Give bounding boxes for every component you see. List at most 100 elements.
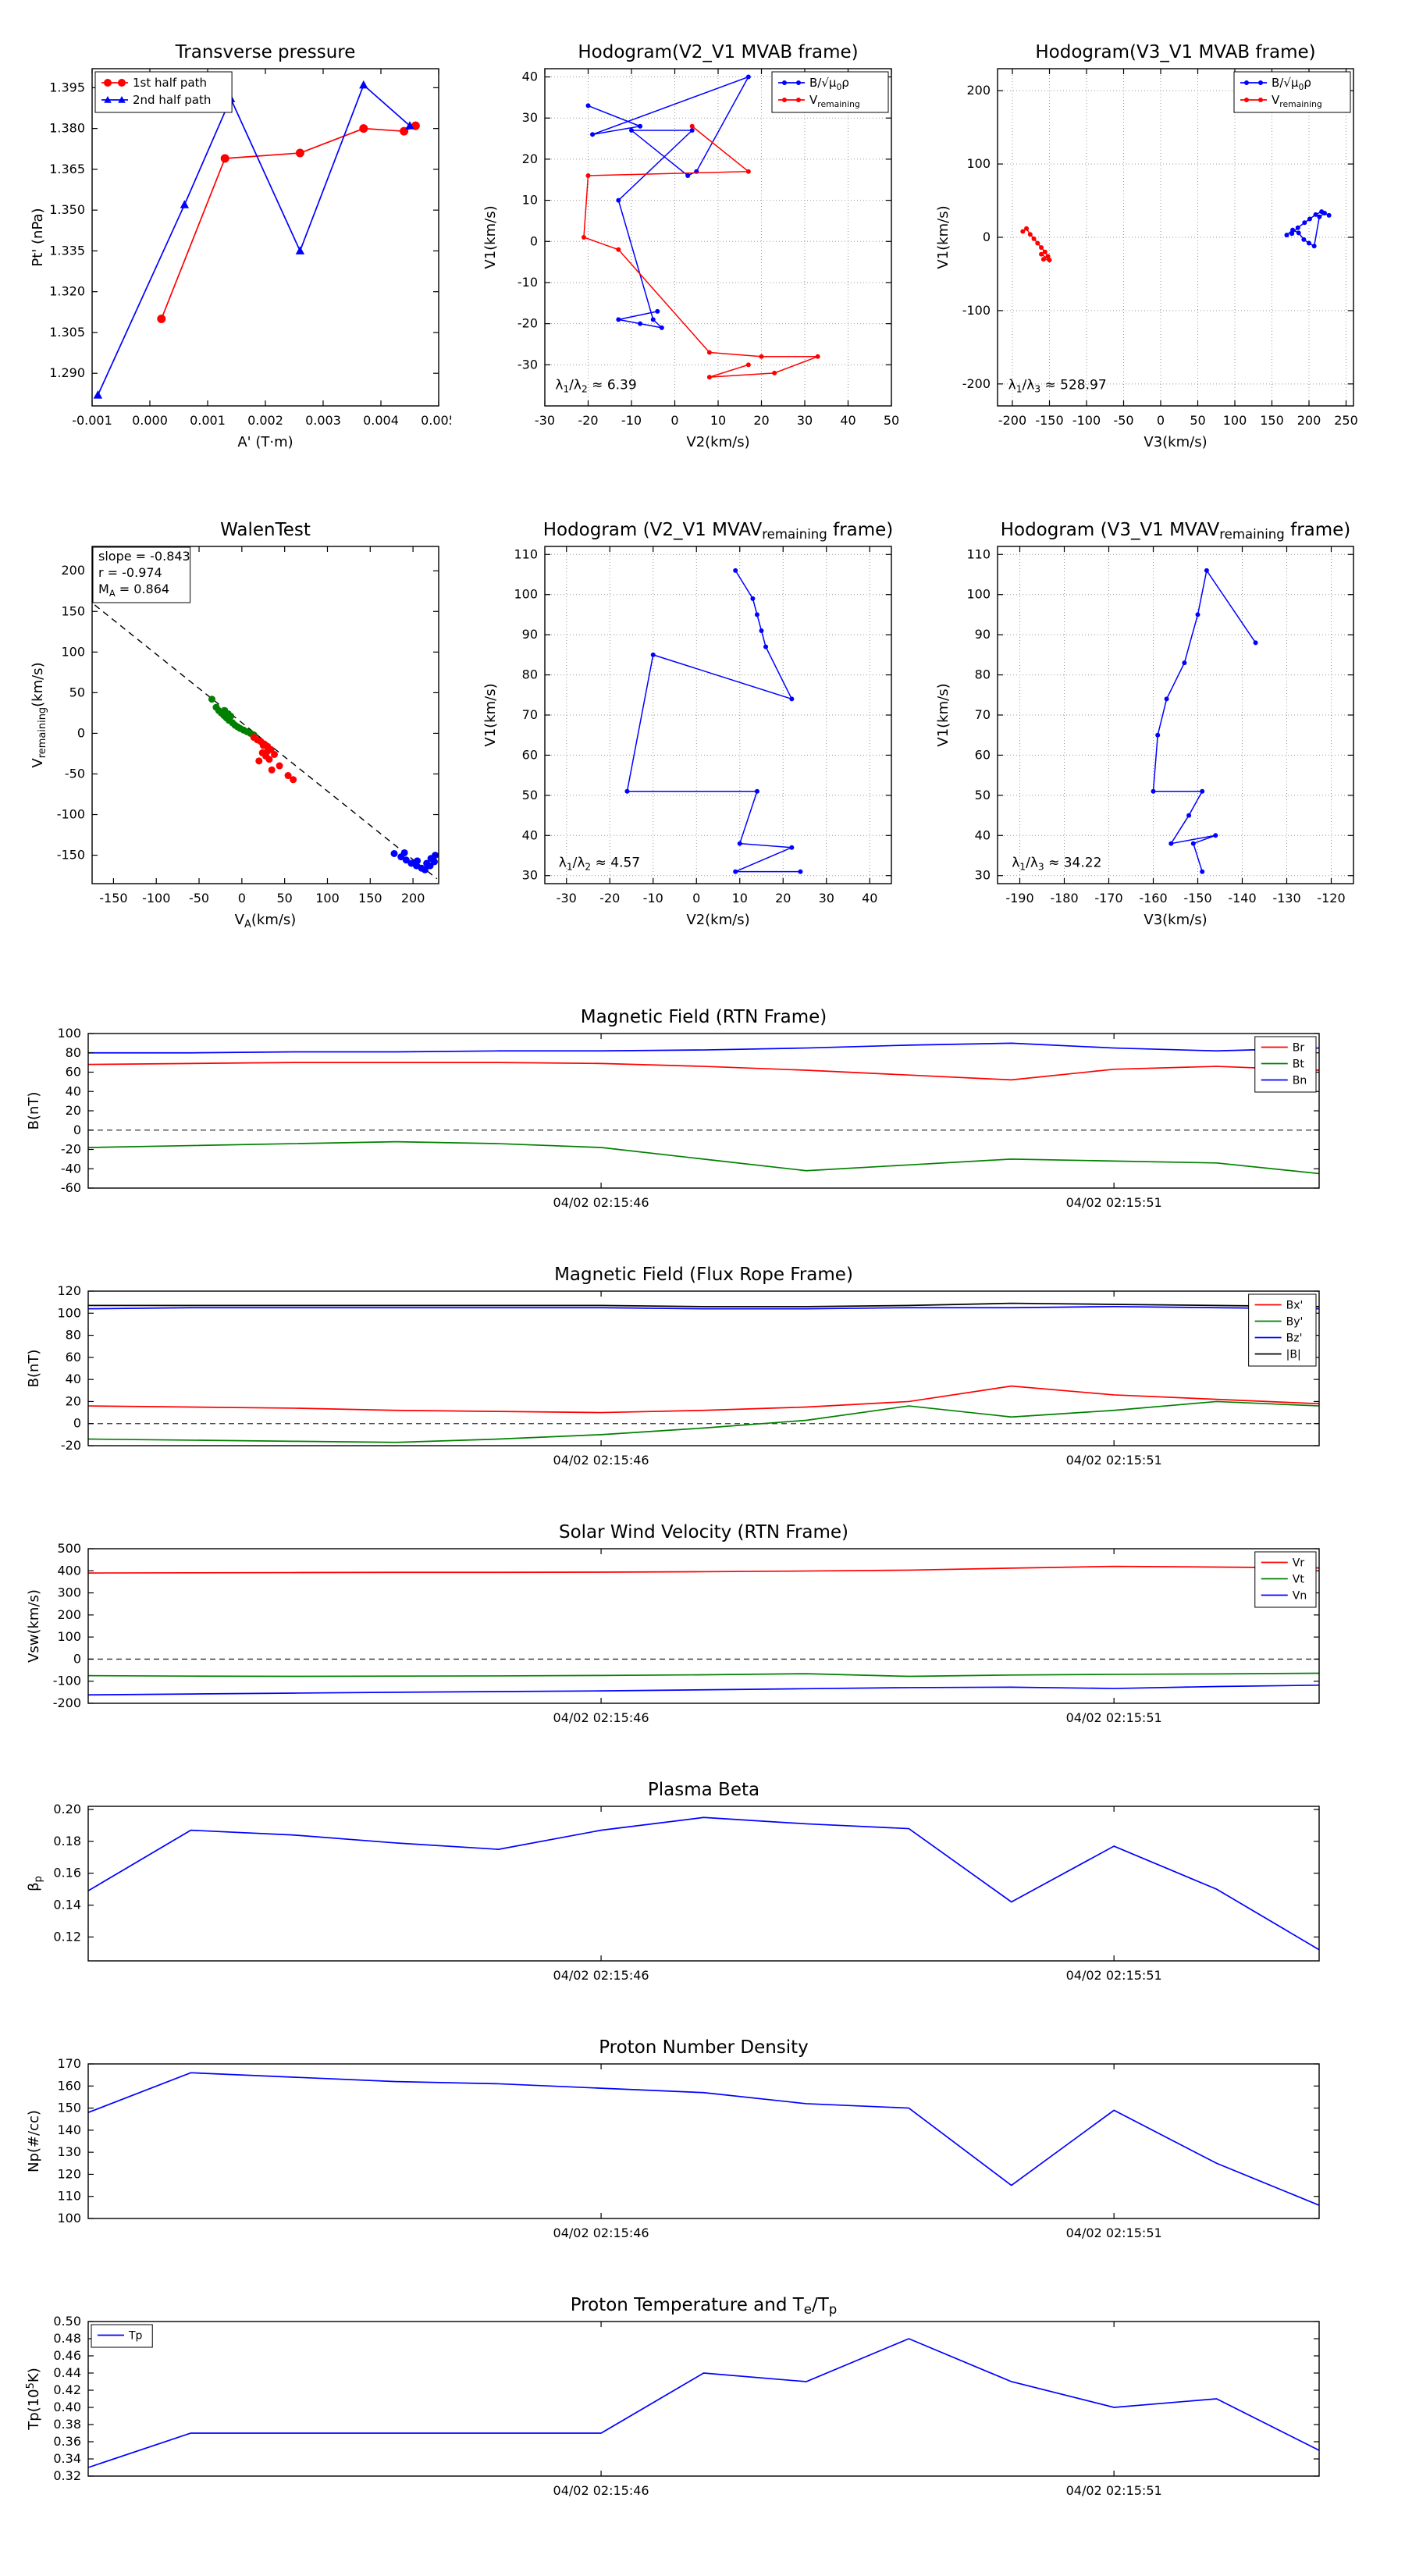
hodogram_v3v1_mvav-svg: -190 -180 -170 -160 -150 -140 -130 -120 30 40 50 60… [935,520,1354,928]
hodogram_v2v1_mvab-xlabel: V2(km/s) [686,434,749,450]
transverse-pressure-panel: -0.001 0.000 0.001 0.002 0.003 0.004 0.005 1.29… [14,22,457,464]
mag_rtn-ytick: 40 [66,1083,81,1098]
hodogram_v2v1_mvav-xtick: -10 [643,891,663,906]
mag_rtn-ytick: 100 [57,1026,81,1041]
mag_rtn-legend-label: Br [1293,1042,1305,1055]
proton_temp-ytick: 0.42 [53,2382,81,2397]
plasma_beta-ylabel: βp [26,1876,44,1891]
hodogram_v2v1_mvab-ytick: 30 [522,110,538,125]
proton_density-ytick: 130 [57,2144,81,2159]
mag_fluxrope-ytick: -20 [61,1438,81,1453]
proton_density-svg: 04/02 02:15:46 04/02 02:15:51 100 110 120 130… [26,2037,1320,2240]
plasma_beta-xtick: 04/02 02:15:46 [553,1968,649,1983]
transverse_pressure-title: Transverse pressure [175,42,356,62]
vsw_rtn-ytick: 100 [57,1629,81,1644]
proton_temp-ytick: 0.40 [53,2400,81,2414]
vsw_rtn-ytick: 300 [57,1585,81,1600]
mag_fluxrope-xtick: 04/02 02:15:46 [553,1453,649,1468]
walen_test-series [94,604,439,880]
hodogram-v2v1-mvab-panel: -30 -20 -10 0 10 20 30 40 50 -30 -20 -10 0 10 20 30 40 Ho… [467,22,904,464]
mag_rtn-svg: 04/02 02:15:46 04/02 02:15:51 -60 -40 -20 0 20… [26,1007,1320,1210]
walen_test-ytick: 150 [61,603,85,618]
mag_rtn-frame [87,1033,1320,1189]
walen_test-svg: -150 -100 -50 0 50 100 150 200 -150 -100 -50 0 50 100… [30,520,439,930]
walen_test-xtick: 50 [276,891,292,906]
walen_test-ytick: -100 [57,807,85,822]
proton_density-ytick: 160 [57,2078,81,2093]
hodogram_v2v1_mvav-frame [544,546,892,884]
hodogram_v2v1_mvav-svg: -30 -20 -10 0 10 20 30 40 30 40 50 60 70 80 90 100 110 Ho… [482,520,893,928]
walen_test-xtick: -150 [99,891,127,906]
hodogram_v3v1_mvab-legend [1233,71,1351,113]
proton_temp-ylabel: Tp(105K) [25,2368,42,2430]
hodogram_v2v1_mvav-ytick: 100 [514,587,538,602]
transverse_pressure-xtick: 0.000 [132,413,168,428]
mag_rtn-legend [1254,1036,1317,1093]
plasma_beta-ytick: 0.16 [53,1866,81,1880]
transverse_pressure-series [93,80,420,399]
walen_test-xtick: 200 [401,891,425,906]
hodogram_v3v1_mvav-title: Hodogram (V3_V1 MVAVremaining frame) [1001,520,1351,542]
transverse_pressure-svg: -0.001 0.000 0.001 0.002 0.003 0.004 0.005 1.29… [30,42,457,450]
hodogram_v3v1_mvab-ytick: 200 [966,83,991,98]
hodogram_v3v1_mvav-xtick: -120 [1317,891,1345,906]
proton_density-ylabel: Np(#/cc) [26,2110,42,2172]
transverse_pressure-ytick: 1.395 [49,80,85,94]
hodogram_v3v1_mvav-xtick: -150 [1183,891,1211,906]
mag_fluxrope-ylabel: B(nT) [26,1350,42,1388]
hodogram_v3v1_mvab-xtick: 50 [1190,413,1205,428]
vsw_rtn-title: Solar Wind Velocity (RTN Frame) [559,1522,848,1542]
walen_test-ytick: -150 [57,848,85,863]
walen_test-ytick: -50 [65,766,85,781]
hodogram_v2v1_mvab-ytick: -30 [518,357,538,372]
plasma_beta-svg: 04/02 02:15:46 04/02 02:15:51 0.12 0.14 0.16… [26,1780,1320,1983]
hodogram_v3v1_mvav-series [1151,568,1258,874]
hodogram_v3v1_mvav-annotation: λ1/λ3 ≈ 34.22 [1012,855,1101,872]
proton_temp-svg: 04/02 02:15:46 04/02 02:15:51 0.32 0.34 0.36… [25,2295,1320,2498]
proton_temp-ytick: 0.48 [53,2331,81,2346]
proton_density-frame [87,2063,1320,2219]
hodogram_v3v1_mvav-ytick: 30 [975,868,991,883]
proton_temp-legend [91,2324,153,2348]
mag_fluxrope-ytick: 80 [66,1328,81,1343]
hodogram_v2v1_mvab-ytick: 0 [530,233,538,248]
walen_test-textbox-line: slope = -0.843 [98,549,190,564]
hodogram_v3v1_mvab-xtick: -150 [1035,413,1063,428]
transverse_pressure-ytick: 1.350 [49,202,85,217]
mag_rtn-ytick: -60 [61,1180,81,1195]
hodogram_v3v1_mvav-xlabel: V3(km/s) [1144,912,1207,928]
vsw_rtn-xtick: 04/02 02:15:51 [1066,1710,1162,1725]
vsw_rtn-svg: 04/02 02:15:46 04/02 02:15:51 -200 -100 0 100… [26,1522,1320,1725]
hodogram_v2v1_mvab-ylabel: V1(km/s) [482,205,499,269]
mag_rtn-ytick: -20 [61,1142,81,1157]
plasma_beta-ytick: 0.12 [53,1929,81,1944]
hodogram_v2v1_mvab-ytick: 10 [522,193,538,208]
proton_temp-xtick: 04/02 02:15:51 [1066,2483,1162,2498]
hodogram_v2v1_mvav-xtick: 0 [692,891,700,906]
walen_test-ytick: 0 [77,725,85,740]
proton_density-ytick: 170 [57,2056,81,2071]
hodogram_v2v1_mvab-title: Hodogram(V2_V1 MVAB frame) [578,42,858,62]
hodogram_v3v1_mvav-xtick: -190 [1005,891,1033,906]
transverse_pressure-legend-label: 1st half path [133,76,207,90]
mag_fluxrope-ytick: 20 [66,1393,81,1408]
proton_temp-series [87,2338,1320,2468]
proton-number-density-panel: 04/02 02:15:46 04/02 02:15:51 100 110 120 130… [14,2031,1391,2265]
proton_density-xtick: 04/02 02:15:46 [553,2226,649,2240]
vsw_rtn-ytick: 0 [73,1651,81,1666]
walen-test-panel: -150 -100 -50 0 50 100 150 200 -150 -100 -50 0 50 100… [14,500,451,941]
hodogram_v3v1_mvab-svg: -200 -150 -100 -50 0 50 100 150 200 250 -200 -100 0 1… [935,42,1358,450]
hodogram_v2v1_mvab-legend [771,71,889,113]
vsw_rtn-ylabel: Vsw(km/s) [26,1589,42,1663]
proton_density-title: Proton Number Density [599,2037,809,2058]
hodogram_v2v1_mvav-xtick: 30 [819,891,834,906]
proton_temp-ytick: 0.44 [53,2365,81,2380]
hodogram_v3v1_mvab-title: Hodogram(V3_V1 MVAB frame) [1035,42,1315,62]
transverse_pressure-ytick: 1.335 [49,243,85,258]
transverse_pressure-ylabel: Pt' (nPa) [30,208,46,266]
proton_density-ytick: 140 [57,2122,81,2137]
hodogram_v2v1_mvav-xtick: -30 [557,891,577,906]
hodogram_v2v1_mvab-xtick: 20 [753,413,769,428]
hodogram_v3v1_mvav-ytick: 80 [975,667,991,682]
